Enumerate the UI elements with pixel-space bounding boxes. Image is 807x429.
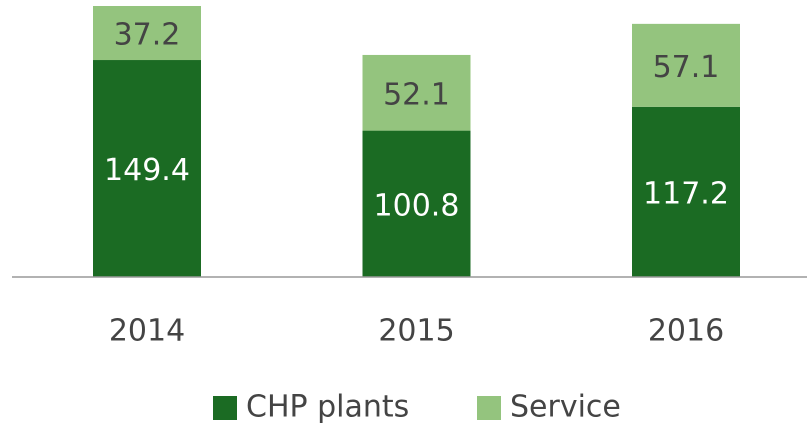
x-tick-label: 2016: [648, 314, 724, 349]
legend-label: Service: [510, 390, 621, 425]
x-tick-label: 2015: [378, 314, 454, 349]
bar-segment: [362, 130, 471, 277]
data-label: 52.1: [383, 77, 450, 112]
bar-segment: [362, 54, 471, 131]
data-label: 37.2: [114, 18, 181, 53]
data-label: 57.1: [653, 50, 720, 85]
data-label: 100.8: [374, 188, 460, 223]
bar-segment: [93, 60, 201, 277]
data-label: 149.4: [104, 153, 190, 188]
legend-label: CHP plants: [246, 390, 409, 425]
legend-swatch: [477, 396, 501, 420]
bar-segment: [93, 6, 201, 61]
bar-segment: [632, 106, 740, 278]
legend-swatch: [213, 396, 237, 420]
data-label: 117.2: [643, 176, 729, 211]
x-tick-label: 2014: [109, 314, 185, 349]
bar-segment: [632, 23, 740, 107]
